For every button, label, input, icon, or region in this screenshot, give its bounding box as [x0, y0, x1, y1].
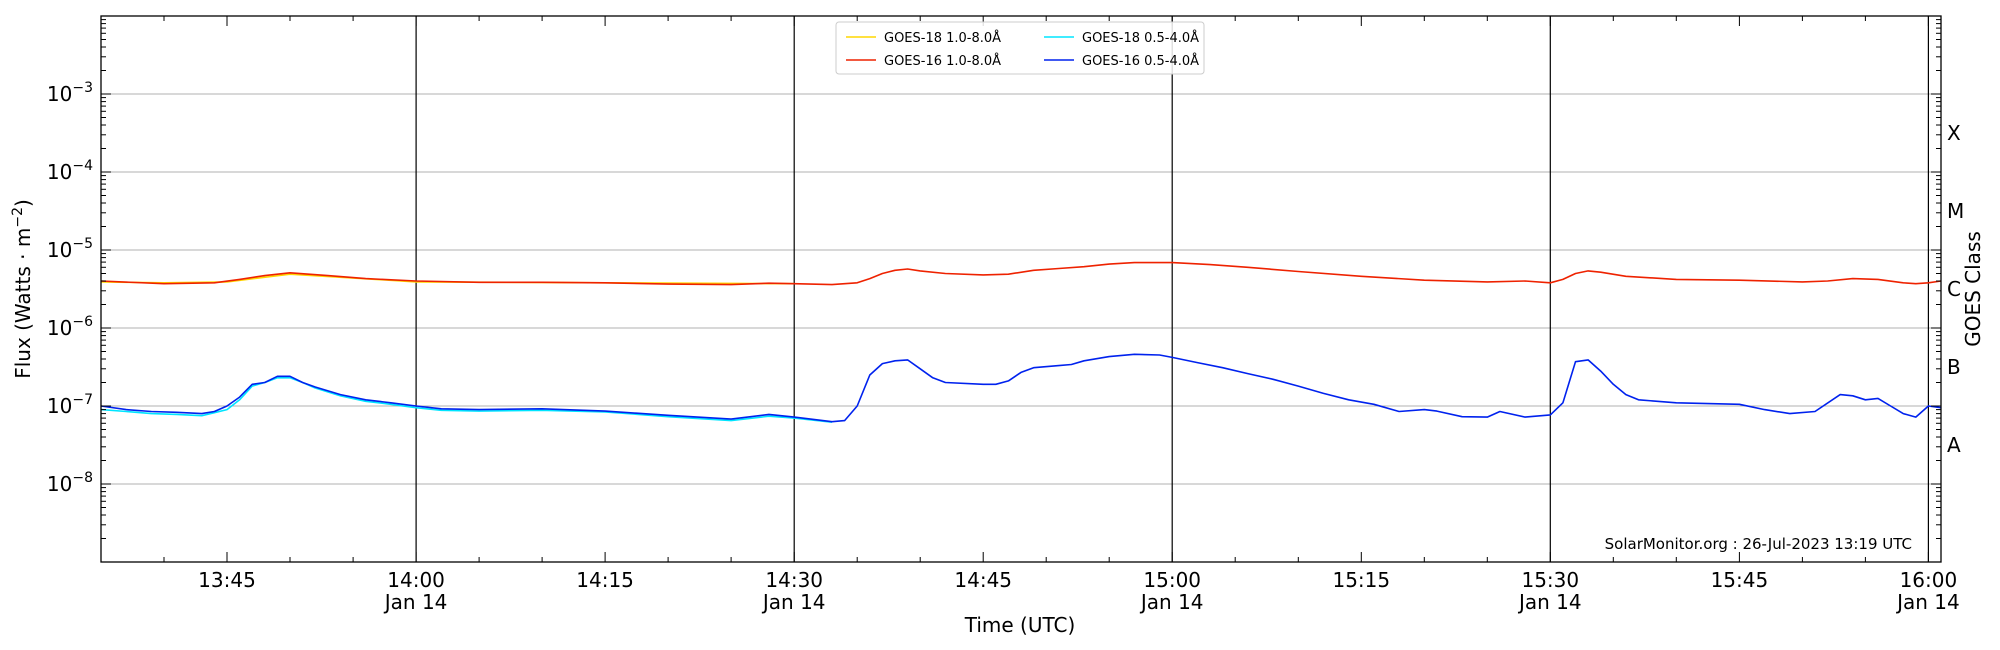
y-tick-label: 10−8 — [47, 470, 93, 496]
y-tick-label: 10−6 — [47, 314, 93, 340]
x-tick-label: 16:00 — [1900, 568, 1958, 592]
y-tick-label: 10−5 — [47, 236, 93, 262]
x-tick-label: 14:45 — [954, 568, 1012, 592]
series-line — [100, 261, 1942, 286]
x-tick-label: 15:15 — [1332, 568, 1390, 592]
x-tick-date-label: Jan 14 — [1517, 590, 1582, 614]
x-tick-label: 13:45 — [198, 568, 256, 592]
x-tick-label: 14:30 — [765, 568, 823, 592]
goes-class-label: M — [1947, 199, 1964, 223]
legend-label: GOES-18 1.0-8.0Å — [884, 30, 1001, 46]
legend-label: GOES-18 0.5-4.0Å — [1082, 30, 1199, 46]
axis-ticks — [100, 16, 1941, 562]
legend-frame — [835, 21, 1205, 75]
y-tick-labels: 10−8 10−7 10−6 10−5 10−4 10−3 — [47, 80, 93, 496]
y-tick-label: 10−4 — [47, 158, 93, 184]
y-tick-label: 10−7 — [47, 392, 93, 418]
goes-class-labels: A B C M X — [1947, 121, 1964, 457]
x-tick-date-label: Jan 14 — [761, 590, 826, 614]
x-tick-label: 15:00 — [1143, 568, 1201, 592]
x-tick-label: 15:45 — [1711, 568, 1769, 592]
legend: GOES-18 1.0-8.0Å GOES-16 1.0-8.0Å GOES-18 … — [835, 21, 1205, 75]
plot-frame — [100, 15, 1942, 563]
x-tick-label: 14:00 — [387, 568, 445, 592]
y-axis-title: Flux (Watts · m−2) — [10, 199, 35, 379]
series-line — [100, 353, 1942, 423]
right-axis-title: GOES Class — [1961, 231, 1985, 347]
x-tick-label: 15:30 — [1521, 568, 1579, 592]
credit-text: SolarMonitor.org : 26-Jul-2023 13:19 UTC — [1605, 535, 1912, 553]
legend-label: GOES-16 1.0-8.0Å — [884, 53, 1001, 69]
goes-class-label: C — [1947, 277, 1961, 301]
goes-class-label: A — [1947, 433, 1961, 457]
series-lines — [100, 261, 1942, 423]
series-line — [100, 376, 833, 423]
x-tick-date-label: Jan 14 — [383, 590, 448, 614]
y-tick-label: 10−3 — [47, 80, 93, 106]
x-axis-title: Time (UTC) — [964, 613, 1076, 637]
x-tick-label: 14:15 — [576, 568, 634, 592]
x-tick-date-label: Jan 14 — [1139, 590, 1204, 614]
x-tick-date-label: Jan 14 — [1895, 590, 1960, 614]
legend-label: GOES-16 0.5-4.0Å — [1082, 53, 1199, 69]
day-divider-lines — [415, 16, 1930, 562]
goes-class-label: B — [1947, 355, 1961, 379]
goes-class-label: X — [1947, 121, 1961, 145]
